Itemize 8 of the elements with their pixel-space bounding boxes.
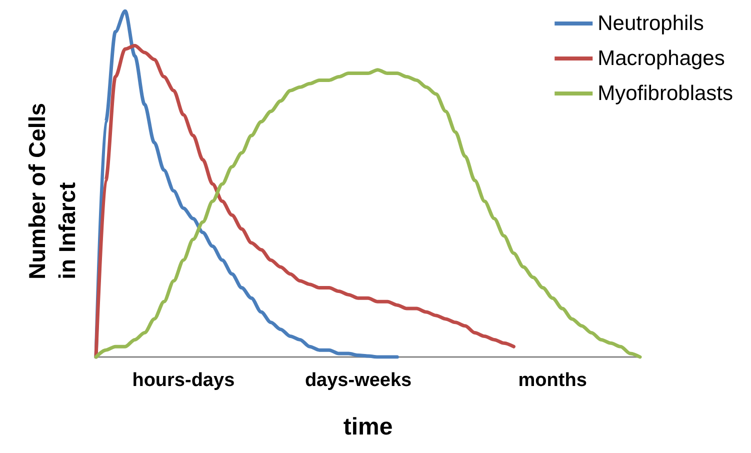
x-tick-label: hours-days <box>132 370 235 391</box>
x-tick-label: days-weeks <box>304 370 412 391</box>
legend-label: Macrophages <box>598 47 725 70</box>
legend-label: Neutrophils <box>598 12 704 35</box>
x-axis-title: time <box>343 414 393 440</box>
y-axis-title: Number of Cells in Infarct <box>24 102 80 280</box>
x-tick-label: months <box>518 370 587 391</box>
legend-label: Myofibroblasts <box>598 82 734 105</box>
